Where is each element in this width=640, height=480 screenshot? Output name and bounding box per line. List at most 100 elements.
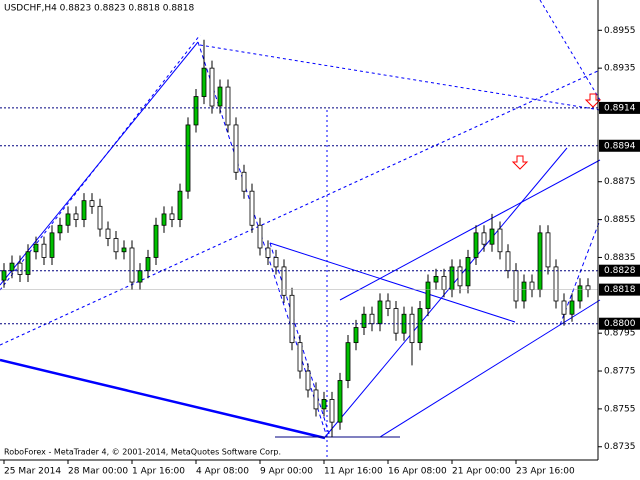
candle-body xyxy=(209,67,215,107)
candle-body xyxy=(369,313,375,325)
candle-body xyxy=(1,270,7,281)
last-price-label: 0.8818 xyxy=(604,285,636,295)
candle-body xyxy=(137,270,143,283)
candle-body xyxy=(465,257,471,287)
trend-line xyxy=(0,358,326,440)
candle-body xyxy=(177,190,183,220)
candle-body xyxy=(481,232,487,245)
level-label: 0.8828 xyxy=(604,266,636,276)
trend-line xyxy=(0,41,199,286)
candle-body xyxy=(9,262,15,272)
chart-title: USDCHF,H4 0.8823 0.8823 0.8818 0.8818 xyxy=(4,4,194,14)
level-box xyxy=(599,139,640,152)
candle-body xyxy=(105,228,111,239)
trend-line xyxy=(0,34,201,291)
candle-body xyxy=(529,281,535,291)
y-tick-label: 0.8795 xyxy=(604,329,636,339)
trend-line xyxy=(339,159,601,301)
candle-body xyxy=(17,262,23,275)
candle-body xyxy=(305,370,311,391)
x-tick-label: 1 Apr 16:00 xyxy=(132,467,185,477)
candle-body xyxy=(313,389,319,410)
candle-body xyxy=(193,96,199,126)
candle-body xyxy=(217,86,223,107)
candle-body xyxy=(337,380,343,423)
candle-body xyxy=(585,285,591,291)
candle-body xyxy=(257,224,263,249)
level-box xyxy=(599,264,640,277)
trend-line xyxy=(0,69,601,346)
candle-body xyxy=(505,251,511,272)
x-tick-label: 28 Mar 00:00 xyxy=(68,467,128,477)
footer: RoboForex - MetaTrader 4, © 2001-2014, M… xyxy=(4,448,281,457)
candle-body xyxy=(201,67,207,97)
y-tick-label: 0.8955 xyxy=(604,26,636,36)
candle-body xyxy=(169,213,175,220)
y-tick-label: 0.8875 xyxy=(604,177,636,187)
candle-body xyxy=(225,86,231,126)
candle-body xyxy=(89,200,95,207)
candle-body xyxy=(441,275,447,291)
candle-body xyxy=(57,224,63,234)
candle-body xyxy=(545,232,551,268)
y-tick-label: 0.8935 xyxy=(604,64,636,74)
trend-line xyxy=(539,0,601,101)
candle-body xyxy=(329,399,335,423)
x-tick-label: 25 Mar 2014 xyxy=(4,467,61,477)
x-tick-label: 16 Apr 08:00 xyxy=(388,467,447,477)
candle-body xyxy=(425,281,431,309)
plot xyxy=(0,39,598,438)
candle-body xyxy=(561,300,567,315)
candle-body xyxy=(361,313,367,328)
candle-body xyxy=(393,308,399,334)
trend-line xyxy=(199,44,601,111)
candle-body xyxy=(345,342,351,381)
y-tick-label: 0.8755 xyxy=(604,404,636,414)
candle-body xyxy=(97,205,103,230)
y-tick-label: 0.8855 xyxy=(604,215,636,225)
candle-body xyxy=(161,213,167,226)
candle-body xyxy=(353,327,359,344)
candle-body xyxy=(25,251,31,275)
candle-body xyxy=(33,243,39,253)
candle-body xyxy=(537,232,543,291)
candle-body xyxy=(409,313,415,344)
trend-line xyxy=(324,147,568,438)
candle-body xyxy=(113,238,119,253)
candle-body xyxy=(321,399,327,410)
candle-body xyxy=(553,266,559,302)
y-tick-label: 0.8835 xyxy=(604,253,636,263)
level-box xyxy=(599,317,640,330)
trend-line xyxy=(559,219,601,326)
signal-arrow xyxy=(584,93,602,108)
candle-body xyxy=(577,285,583,302)
candle-body xyxy=(129,247,135,283)
candle-body xyxy=(473,232,479,258)
candle-body xyxy=(121,247,127,253)
candle-body xyxy=(385,300,391,309)
candle-body xyxy=(153,224,159,258)
candle-body xyxy=(521,281,527,302)
candle-body xyxy=(377,300,383,325)
candle-body xyxy=(569,300,575,315)
x-tick-label: 21 Apr 00:00 xyxy=(452,467,511,477)
analysis-drawings xyxy=(0,0,602,460)
candle-body xyxy=(297,342,303,372)
candle-body xyxy=(241,171,247,192)
candle-body xyxy=(49,232,55,258)
x-tick-label: 9 Apr 00:00 xyxy=(260,467,313,477)
level-label: 0.8914 xyxy=(604,103,636,113)
trend-line xyxy=(197,41,328,438)
y-tick-label: 0.8735 xyxy=(604,442,636,452)
candle-body xyxy=(233,124,239,173)
signal-arrow xyxy=(511,155,529,170)
candle-body xyxy=(433,275,439,283)
candle-body xyxy=(417,308,423,344)
x-tick-label: 23 Apr 16:00 xyxy=(516,467,575,477)
axes: 25 Mar 2014 28 Mar 00:00 1 Apr 16:00 4 Apr … xyxy=(3,26,640,477)
candle-body xyxy=(489,228,495,245)
candle-body xyxy=(289,294,295,344)
candle-body xyxy=(273,257,279,268)
